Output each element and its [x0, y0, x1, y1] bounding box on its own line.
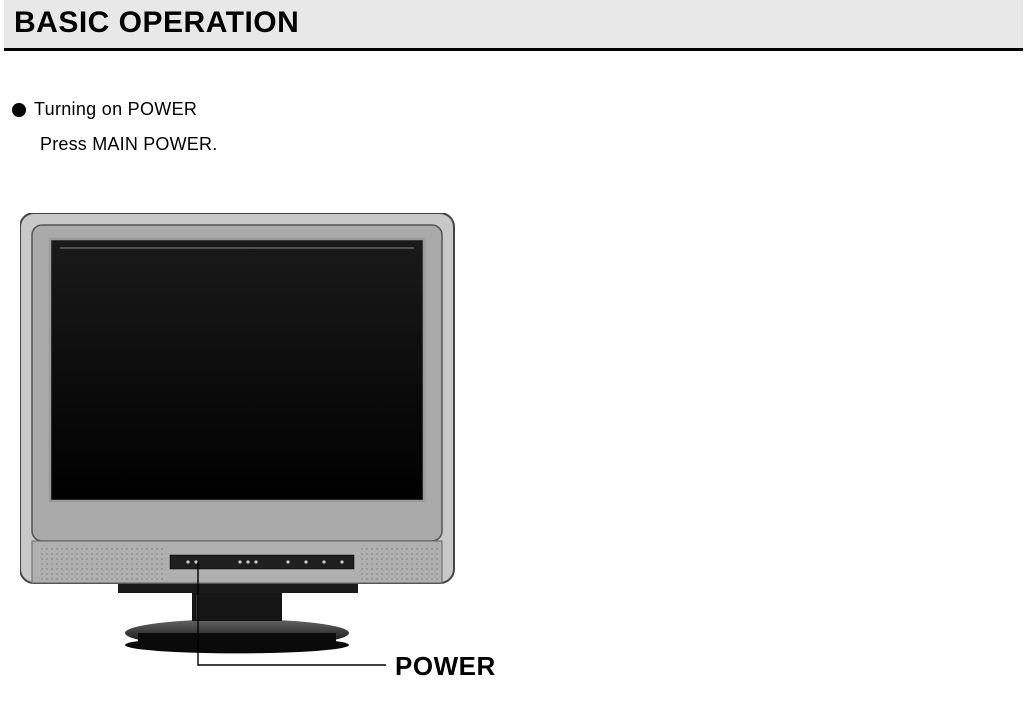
content-area: Turning on POWER Press MAIN POWER. POWER — [0, 51, 1027, 693]
step-heading-row: Turning on POWER — [10, 99, 1017, 120]
step-heading: Turning on POWER — [34, 99, 197, 120]
section-header: BASIC OPERATION — [4, 0, 1023, 51]
monitor-illustration — [20, 213, 480, 693]
section-title: BASIC OPERATION — [14, 6, 1013, 40]
step-instruction: Press MAIN POWER. — [40, 134, 1017, 155]
bullet-icon — [12, 103, 26, 117]
monitor-figure: POWER — [20, 213, 480, 693]
power-callout-label: POWER — [395, 651, 496, 682]
